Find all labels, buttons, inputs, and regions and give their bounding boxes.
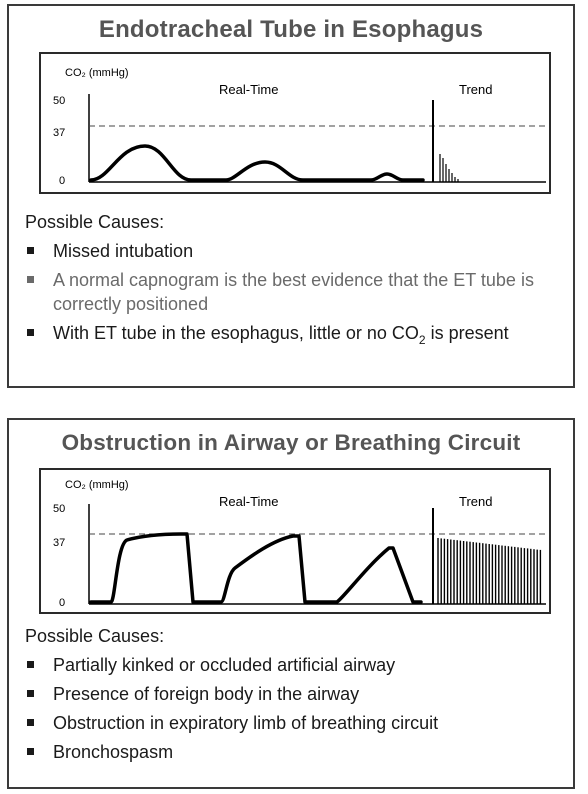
- capnogram-svg: CO₂ (mmHg) Real-Time Trend 50 37 0: [53, 479, 546, 609]
- capnogram-chart: CO₂ (mmHg) Real-Time Trend 50 37 0: [39, 52, 551, 194]
- cause-text: Bronchospasm: [53, 742, 174, 762]
- cause-item: Partially kinked or occluded artificial …: [25, 653, 563, 677]
- possible-causes: Possible Causes: Partially kinked or occ…: [25, 626, 563, 769]
- cause-item: Bronchospasm: [25, 740, 563, 764]
- y-axis-label: CO₂ (mmHg): [65, 67, 129, 79]
- square-bullet-icon: [27, 247, 34, 254]
- cause-text: Missed intubation: [53, 241, 194, 261]
- cause-item: Presence of foreign body in the airway: [25, 682, 563, 706]
- y-tick-37: 37: [53, 127, 65, 139]
- realtime-label: Real-Time: [219, 494, 278, 509]
- cause-text: Presence of foreign body in the airway: [53, 684, 360, 704]
- cause-item: Obstruction in expiratory limb of breath…: [25, 711, 563, 735]
- cause-text: A normal capnogram is the best evidence …: [53, 270, 534, 314]
- y-tick-37: 37: [53, 537, 65, 549]
- causes-title: Possible Causes:: [25, 626, 165, 646]
- realtime-label: Real-Time: [219, 82, 278, 97]
- square-bullet-icon: [27, 690, 34, 697]
- cause-text-pre: With ET tube in the esophagus, little or…: [53, 323, 419, 343]
- panel-title: Endotracheal Tube in Esophagus: [98, 16, 484, 43]
- square-bullet-icon: [27, 719, 34, 726]
- square-bullet-icon: [27, 329, 34, 336]
- esophagus-panel: Endotracheal Tube in Esophagus CO₂ (mmHg…: [7, 4, 575, 388]
- trend-label: Trend: [459, 494, 492, 509]
- cause-item: With ET tube in the esophagus, little or…: [25, 321, 563, 347]
- co2-waveform: [89, 532, 423, 604]
- causes-title: Possible Causes:: [25, 212, 165, 232]
- panel-title: Obstruction in Airway or Breathing Circu…: [61, 430, 521, 455]
- y-tick-0: 0: [59, 175, 65, 187]
- y-tick-50: 50: [53, 503, 65, 515]
- cause-item: Missed intubation: [25, 239, 563, 263]
- y-axis-label: CO₂ (mmHg): [65, 479, 129, 491]
- cause-item: A normal capnogram is the best evidence …: [25, 268, 563, 316]
- trend-bars: [439, 154, 459, 182]
- y-tick-50: 50: [53, 95, 65, 107]
- obstruction-panel: Obstruction in Airway or Breathing Circu…: [7, 418, 575, 789]
- y-tick-0: 0: [59, 597, 65, 609]
- square-bullet-icon: [27, 748, 34, 755]
- cause-text: Partially kinked or occluded artificial …: [53, 655, 396, 675]
- co2-waveform: [89, 144, 425, 182]
- cause-text: Obstruction in expiratory limb of breath…: [53, 713, 439, 733]
- capnogram-chart: CO₂ (mmHg) Real-Time Trend 50 37 0: [39, 468, 551, 614]
- capnogram-svg: CO₂ (mmHg) Real-Time Trend 50 37 0: [53, 67, 546, 187]
- square-bullet-icon: [27, 276, 34, 283]
- trend-label: Trend: [459, 82, 492, 97]
- cause-text-subscript: 2: [418, 333, 426, 347]
- cause-text-post: is present: [425, 323, 509, 343]
- possible-causes: Possible Causes: Missed intubation A nor…: [25, 212, 563, 352]
- square-bullet-icon: [27, 661, 34, 668]
- trend-bars: [437, 538, 542, 604]
